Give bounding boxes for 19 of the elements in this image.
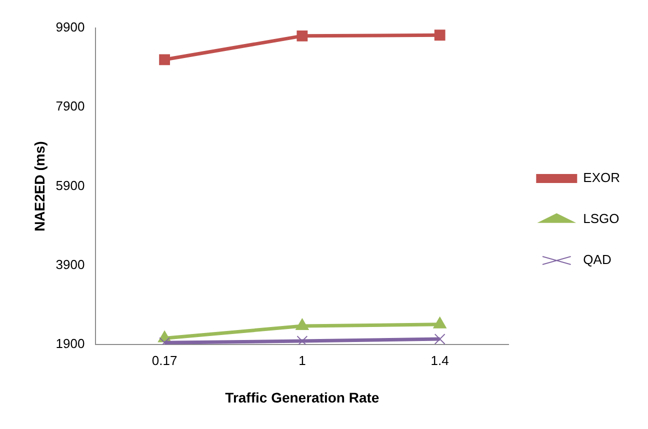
point [433,316,446,328]
y-axis-title: NAE2ED (ms) [31,141,48,232]
y-tick-label: 1900 [56,336,85,352]
legend-label: QAD [583,252,612,268]
point [159,54,170,66]
x-tick-label: 1 [298,352,306,368]
x-tick-label: 0.17 [152,352,178,368]
point [296,318,309,330]
y-tick-label: 5900 [56,178,85,193]
legend-label: EXOR [583,170,620,186]
point [296,30,308,42]
y-tick-label: 3900 [56,257,85,272]
y-tick-label: 9900 [56,20,85,35]
y-tick-label: 7900 [56,98,85,114]
point [296,336,308,345]
x-axis-title: Traffic Generation Rate [225,389,380,406]
x-tick-label: 1.4 [430,352,449,368]
legend-label: LSGO [583,211,620,226]
point [434,30,446,41]
